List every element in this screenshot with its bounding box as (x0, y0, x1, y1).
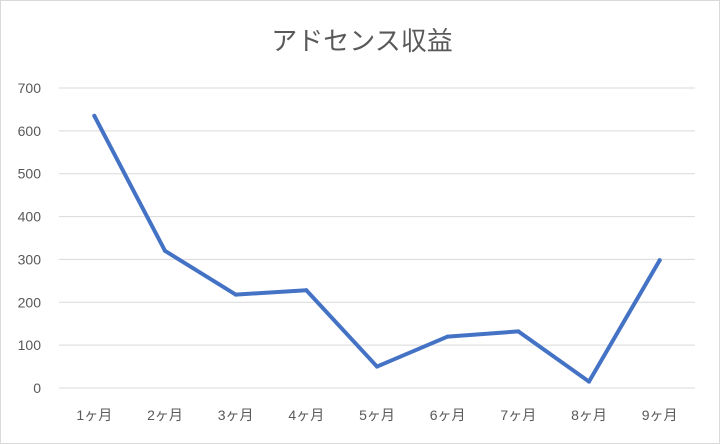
x-tick-label: 3ヶ月 (218, 407, 254, 423)
y-tick-label: 600 (18, 123, 42, 139)
y-tick-label: 300 (18, 251, 42, 267)
x-axis-ticks: 1ヶ月 2ヶ月 3ヶ月 4ヶ月 5ヶ月 6ヶ月 7ヶ月 8ヶ月 9ヶ月 (76, 407, 677, 423)
x-tick-label: 7ヶ月 (500, 407, 536, 423)
data-point (304, 288, 309, 293)
y-tick-label: 400 (18, 209, 42, 225)
data-point (375, 364, 379, 369)
x-tick-label: 6ヶ月 (430, 407, 466, 423)
x-tick-label: 4ヶ月 (288, 407, 324, 423)
y-tick-label: 700 (18, 80, 42, 96)
data-point (657, 258, 662, 263)
chart-title: アドセンス収益 (271, 27, 452, 57)
series-line-0 (92, 113, 662, 384)
y-axis-ticks: 0 100 200 300 400 500 600 700 (18, 80, 42, 396)
gridlines (59, 87, 695, 389)
x-tick-label: 1ヶ月 (76, 407, 112, 423)
y-tick-label: 200 (18, 294, 42, 310)
x-tick-label: 5ヶ月 (359, 407, 395, 423)
data-point (233, 292, 238, 297)
x-tick-label: 2ヶ月 (147, 407, 183, 423)
y-tick-label: 0 (33, 380, 41, 396)
data-point (163, 248, 167, 253)
y-tick-label: 100 (18, 337, 42, 353)
x-tick-label: 9ヶ月 (642, 407, 678, 423)
series-layer (92, 113, 662, 384)
data-point (587, 379, 591, 384)
y-tick-label: 500 (18, 166, 42, 182)
x-tick-label: 8ヶ月 (571, 407, 607, 423)
data-point (92, 113, 97, 118)
data-point (516, 329, 521, 334)
data-point (445, 334, 450, 339)
